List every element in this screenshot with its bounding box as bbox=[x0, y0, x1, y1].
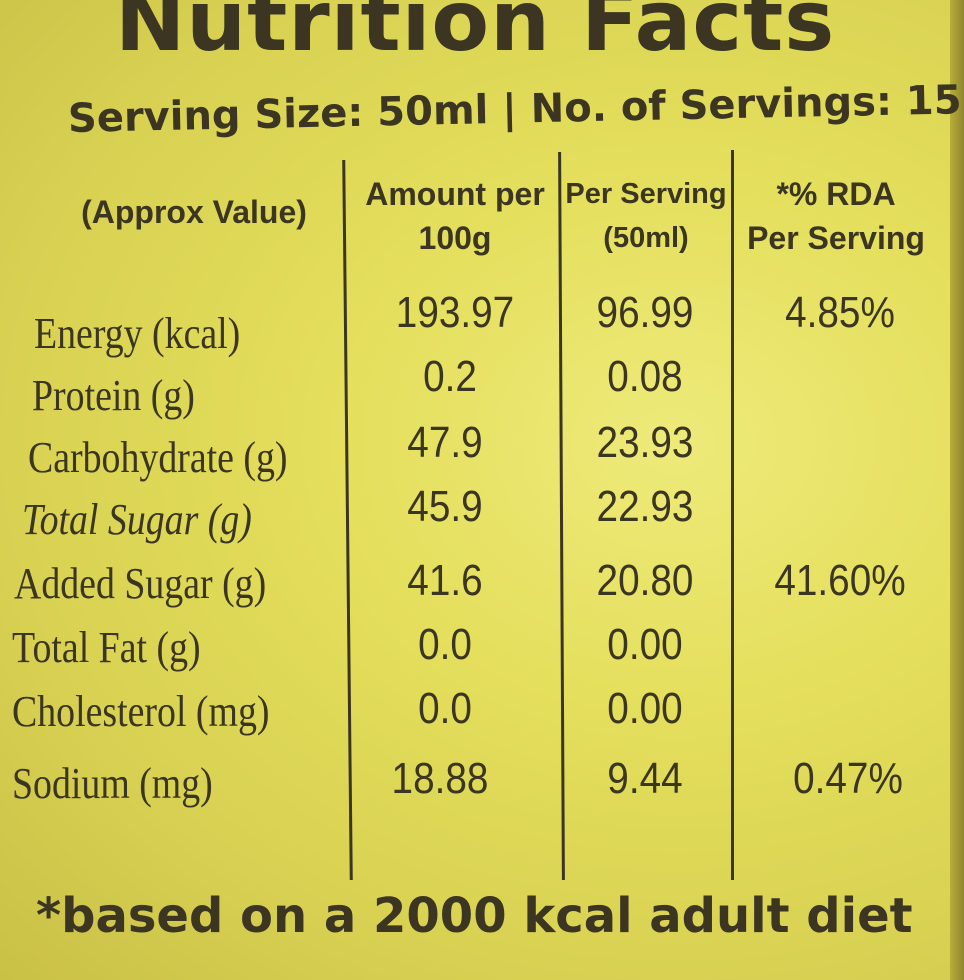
column-divider-1 bbox=[342, 160, 353, 880]
cell-sodium-per-serving: 9.44 bbox=[607, 754, 683, 803]
cell-total-sugar-per100: 45.9 bbox=[407, 482, 483, 531]
header-approx-value-text: (Approx Value) bbox=[81, 194, 307, 230]
row-label-protein: Protein (g) bbox=[32, 371, 195, 420]
cell-cholesterol-per100: 0.0 bbox=[418, 684, 472, 733]
cell-sodium-rda: 0.47% bbox=[793, 754, 903, 803]
cell-energy-rda: 4.85% bbox=[785, 288, 895, 337]
cell-total-fat-per100: 0.0 bbox=[418, 620, 472, 669]
row-label-carbohydrate: Carbohydrate (g) bbox=[28, 433, 288, 482]
cell-carbohydrate-per100: 47.9 bbox=[407, 418, 483, 467]
cell-sodium-per100: 18.88 bbox=[391, 754, 489, 803]
row-label-total-fat: Total Fat (g) bbox=[12, 623, 201, 672]
cell-total-sugar-per-serving: 22.93 bbox=[596, 482, 694, 531]
header-per-serving-line2: (50ml) bbox=[603, 222, 689, 254]
cell-carbohydrate-per-serving: 23.93 bbox=[596, 418, 694, 467]
label-title: Nutrition Facts bbox=[115, 0, 836, 70]
header-amount-per-100g: Amount per 100g bbox=[352, 172, 558, 260]
cell-protein-per100: 0.2 bbox=[423, 352, 477, 401]
row-label-total-sugar: Total Sugar (g) bbox=[22, 495, 252, 544]
footnote: *based on a 2000 kcal adult diet bbox=[36, 888, 913, 944]
serving-info: Serving Size: 50ml | No. of Servings: 15 bbox=[67, 77, 962, 142]
header-approx-value: (Approx Value) bbox=[58, 190, 330, 234]
row-label-cholesterol: Cholesterol (mg) bbox=[12, 687, 270, 736]
cell-protein-per-serving: 0.08 bbox=[607, 352, 683, 401]
cell-added-sugar-per-serving: 20.80 bbox=[596, 556, 694, 605]
package-edge bbox=[950, 0, 964, 980]
cell-cholesterol-per-serving: 0.00 bbox=[607, 684, 683, 733]
cell-added-sugar-rda: 41.60% bbox=[774, 556, 906, 605]
header-amount-line2: 100g bbox=[418, 220, 492, 256]
cell-energy-per100: 193.97 bbox=[395, 288, 515, 337]
header-rda: *% RDA Per Serving bbox=[736, 172, 936, 260]
column-divider-2 bbox=[558, 151, 565, 881]
header-amount-line1: Amount per bbox=[365, 176, 545, 212]
column-divider-3 bbox=[731, 150, 734, 880]
cell-energy-per-serving: 96.99 bbox=[596, 288, 694, 337]
cell-total-fat-per-serving: 0.00 bbox=[607, 620, 683, 669]
cell-added-sugar-per100: 41.6 bbox=[407, 556, 483, 605]
row-label-sodium: Sodium (mg) bbox=[12, 759, 213, 808]
header-rda-line1: *% RDA bbox=[776, 176, 896, 212]
header-per-serving-line1: Per Serving bbox=[565, 178, 727, 210]
header-per-serving: Per Serving (50ml) bbox=[562, 172, 730, 260]
row-label-energy: Energy (kcal) bbox=[34, 309, 241, 358]
row-label-added-sugar: Added Sugar (g) bbox=[14, 559, 267, 608]
header-rda-line2: Per Serving bbox=[747, 220, 925, 256]
